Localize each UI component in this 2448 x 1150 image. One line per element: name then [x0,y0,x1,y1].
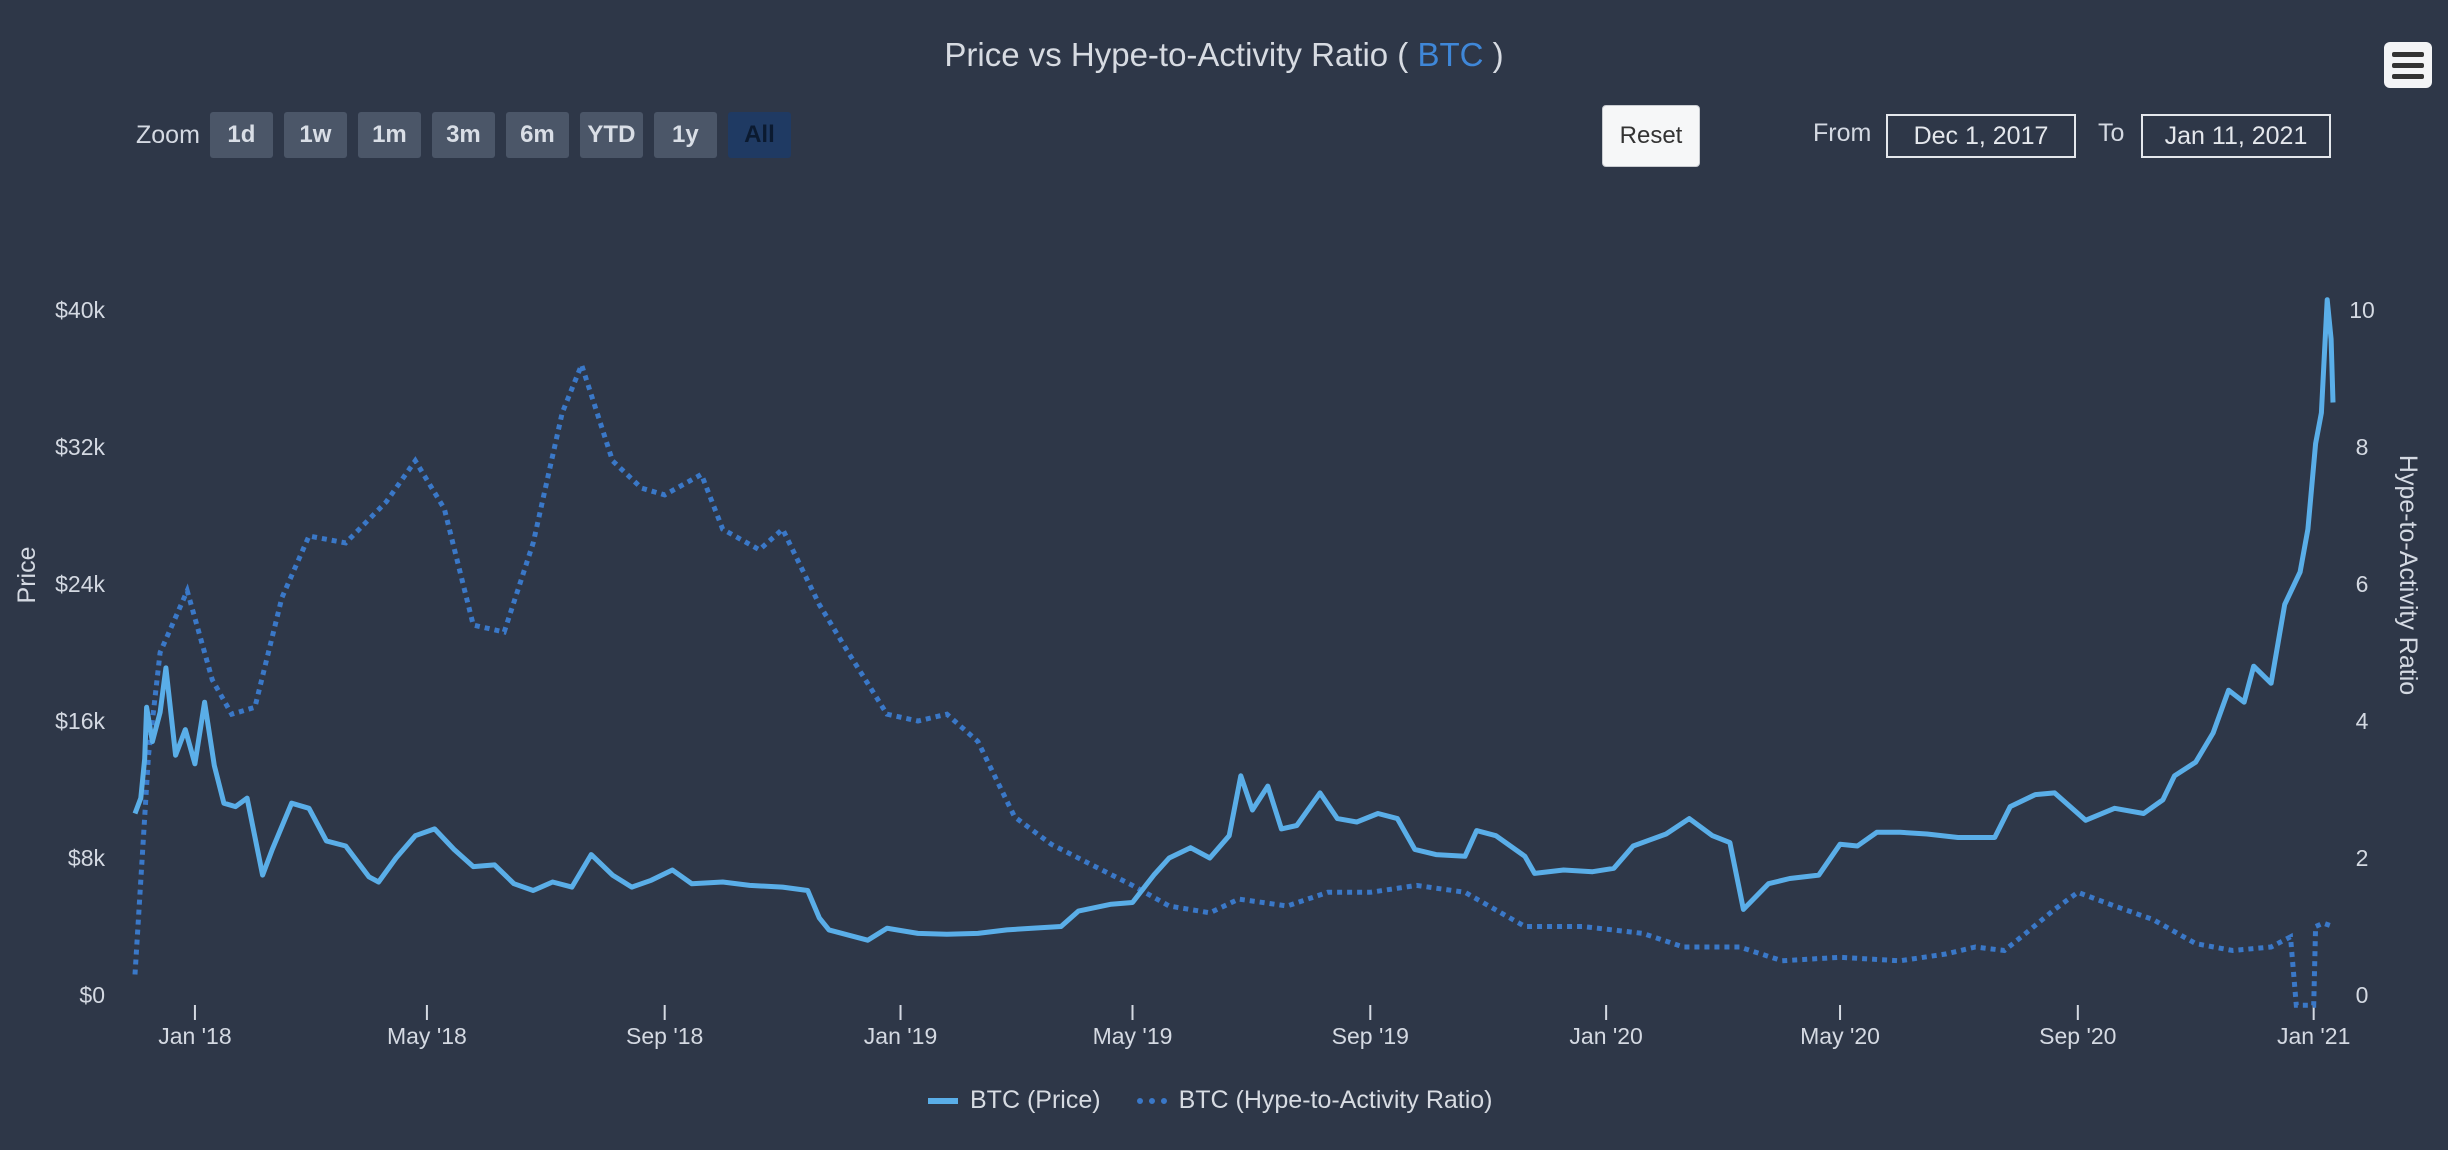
x-tick-label: May '19 [1093,1023,1173,1049]
x-tick-label: Sep '20 [2039,1023,2116,1049]
x-tick-label: Jan '20 [1569,1023,1642,1049]
zoom-button-3m[interactable]: 3m [431,112,495,158]
zoom-button-1y[interactable]: 1y [653,112,717,158]
right-axis-title: Hype-to-Activity Ratio [2394,455,2422,695]
left-y-axis: $0 $8k $16k $24k $32k $40k [55,297,105,1008]
from-label: From [1813,119,1872,147]
zoom-button-1m[interactable]: 1m [357,112,421,158]
left-y-tick-label: $40k [55,297,105,323]
left-y-tick-label: $32k [55,434,105,460]
chart-title: Price vs Hype-to-Activity Ratio ( BTC ) [0,36,2448,74]
menu-bar [2392,62,2424,68]
chart-legend: BTC (Price) BTC (Hype-to-Activity Ratio) [928,1086,1529,1115]
zoom-selector: Zoom 1d 1w 1m 3m 6m YTD 1y All [136,112,802,158]
series-line-price [132,297,2336,943]
to-date-input[interactable]: Jan 11, 2021 [2141,114,2331,158]
zoom-button-1d[interactable]: 1d [209,112,273,158]
left-y-tick-label: $0 [79,982,105,1008]
right-y-tick-label: 6 [2356,571,2369,597]
right-y-tick-label: 0 [2356,982,2369,1008]
title-prefix: Price vs Hype-to-Activity Ratio ( [944,36,1409,73]
zoom-button-ytd[interactable]: YTD [579,112,643,158]
title-symbol: BTC [1417,36,1484,73]
legend-swatch-price [928,1097,958,1104]
legend-label-ratio: BTC (Hype-to-Activity Ratio) [1178,1086,1493,1114]
x-tick-label: Sep '19 [1332,1023,1409,1049]
hamburger-menu-icon[interactable] [2384,42,2432,88]
title-suffix: ) [1492,36,1504,73]
legend-label-price: BTC (Price) [970,1086,1101,1114]
x-tick-label: Jan '19 [864,1023,937,1049]
x-tick-label: May '20 [1800,1023,1880,1049]
x-tick-label: May '18 [387,1023,467,1049]
left-y-tick-label: $8k [68,845,106,871]
right-y-tick-label: 8 [2356,434,2369,460]
legend-item-ratio[interactable]: BTC (Hype-to-Activity Ratio) [1136,1086,1493,1115]
x-tick-label: Sep '18 [626,1023,703,1049]
x-tick-label: Jan '21 [2277,1023,2350,1049]
menu-bar [2392,73,2424,79]
left-y-tick-label: $24k [55,571,105,597]
zoom-button-all[interactable]: All [727,112,791,158]
reset-button[interactable]: Reset [1602,105,1700,167]
x-axis: Jan '18 May '18 Sep '18 Jan '19 May '19 Sep '… [158,1005,2350,1049]
zoom-button-1w[interactable]: 1w [283,112,347,158]
zoom-label: Zoom [136,120,200,149]
right-y-tick-label: 10 [2349,297,2375,323]
series-line-ratio [132,357,2334,1008]
x-tick-label: Jan '18 [158,1023,231,1049]
right-y-axis: 0 2 4 6 8 10 [2349,297,2375,1008]
legend-swatch-ratio [1136,1097,1167,1104]
zoom-button-6m[interactable]: 6m [505,112,569,158]
left-y-tick-label: $16k [55,708,105,734]
from-date-input[interactable]: Dec 1, 2017 [1886,114,2076,158]
to-label: To [2098,119,2125,147]
right-y-tick-label: 4 [2356,708,2369,734]
menu-bar [2392,51,2424,57]
legend-item-price[interactable]: BTC (Price) [928,1086,1101,1115]
right-y-tick-label: 2 [2356,845,2369,871]
left-axis-title: Price [13,547,41,604]
